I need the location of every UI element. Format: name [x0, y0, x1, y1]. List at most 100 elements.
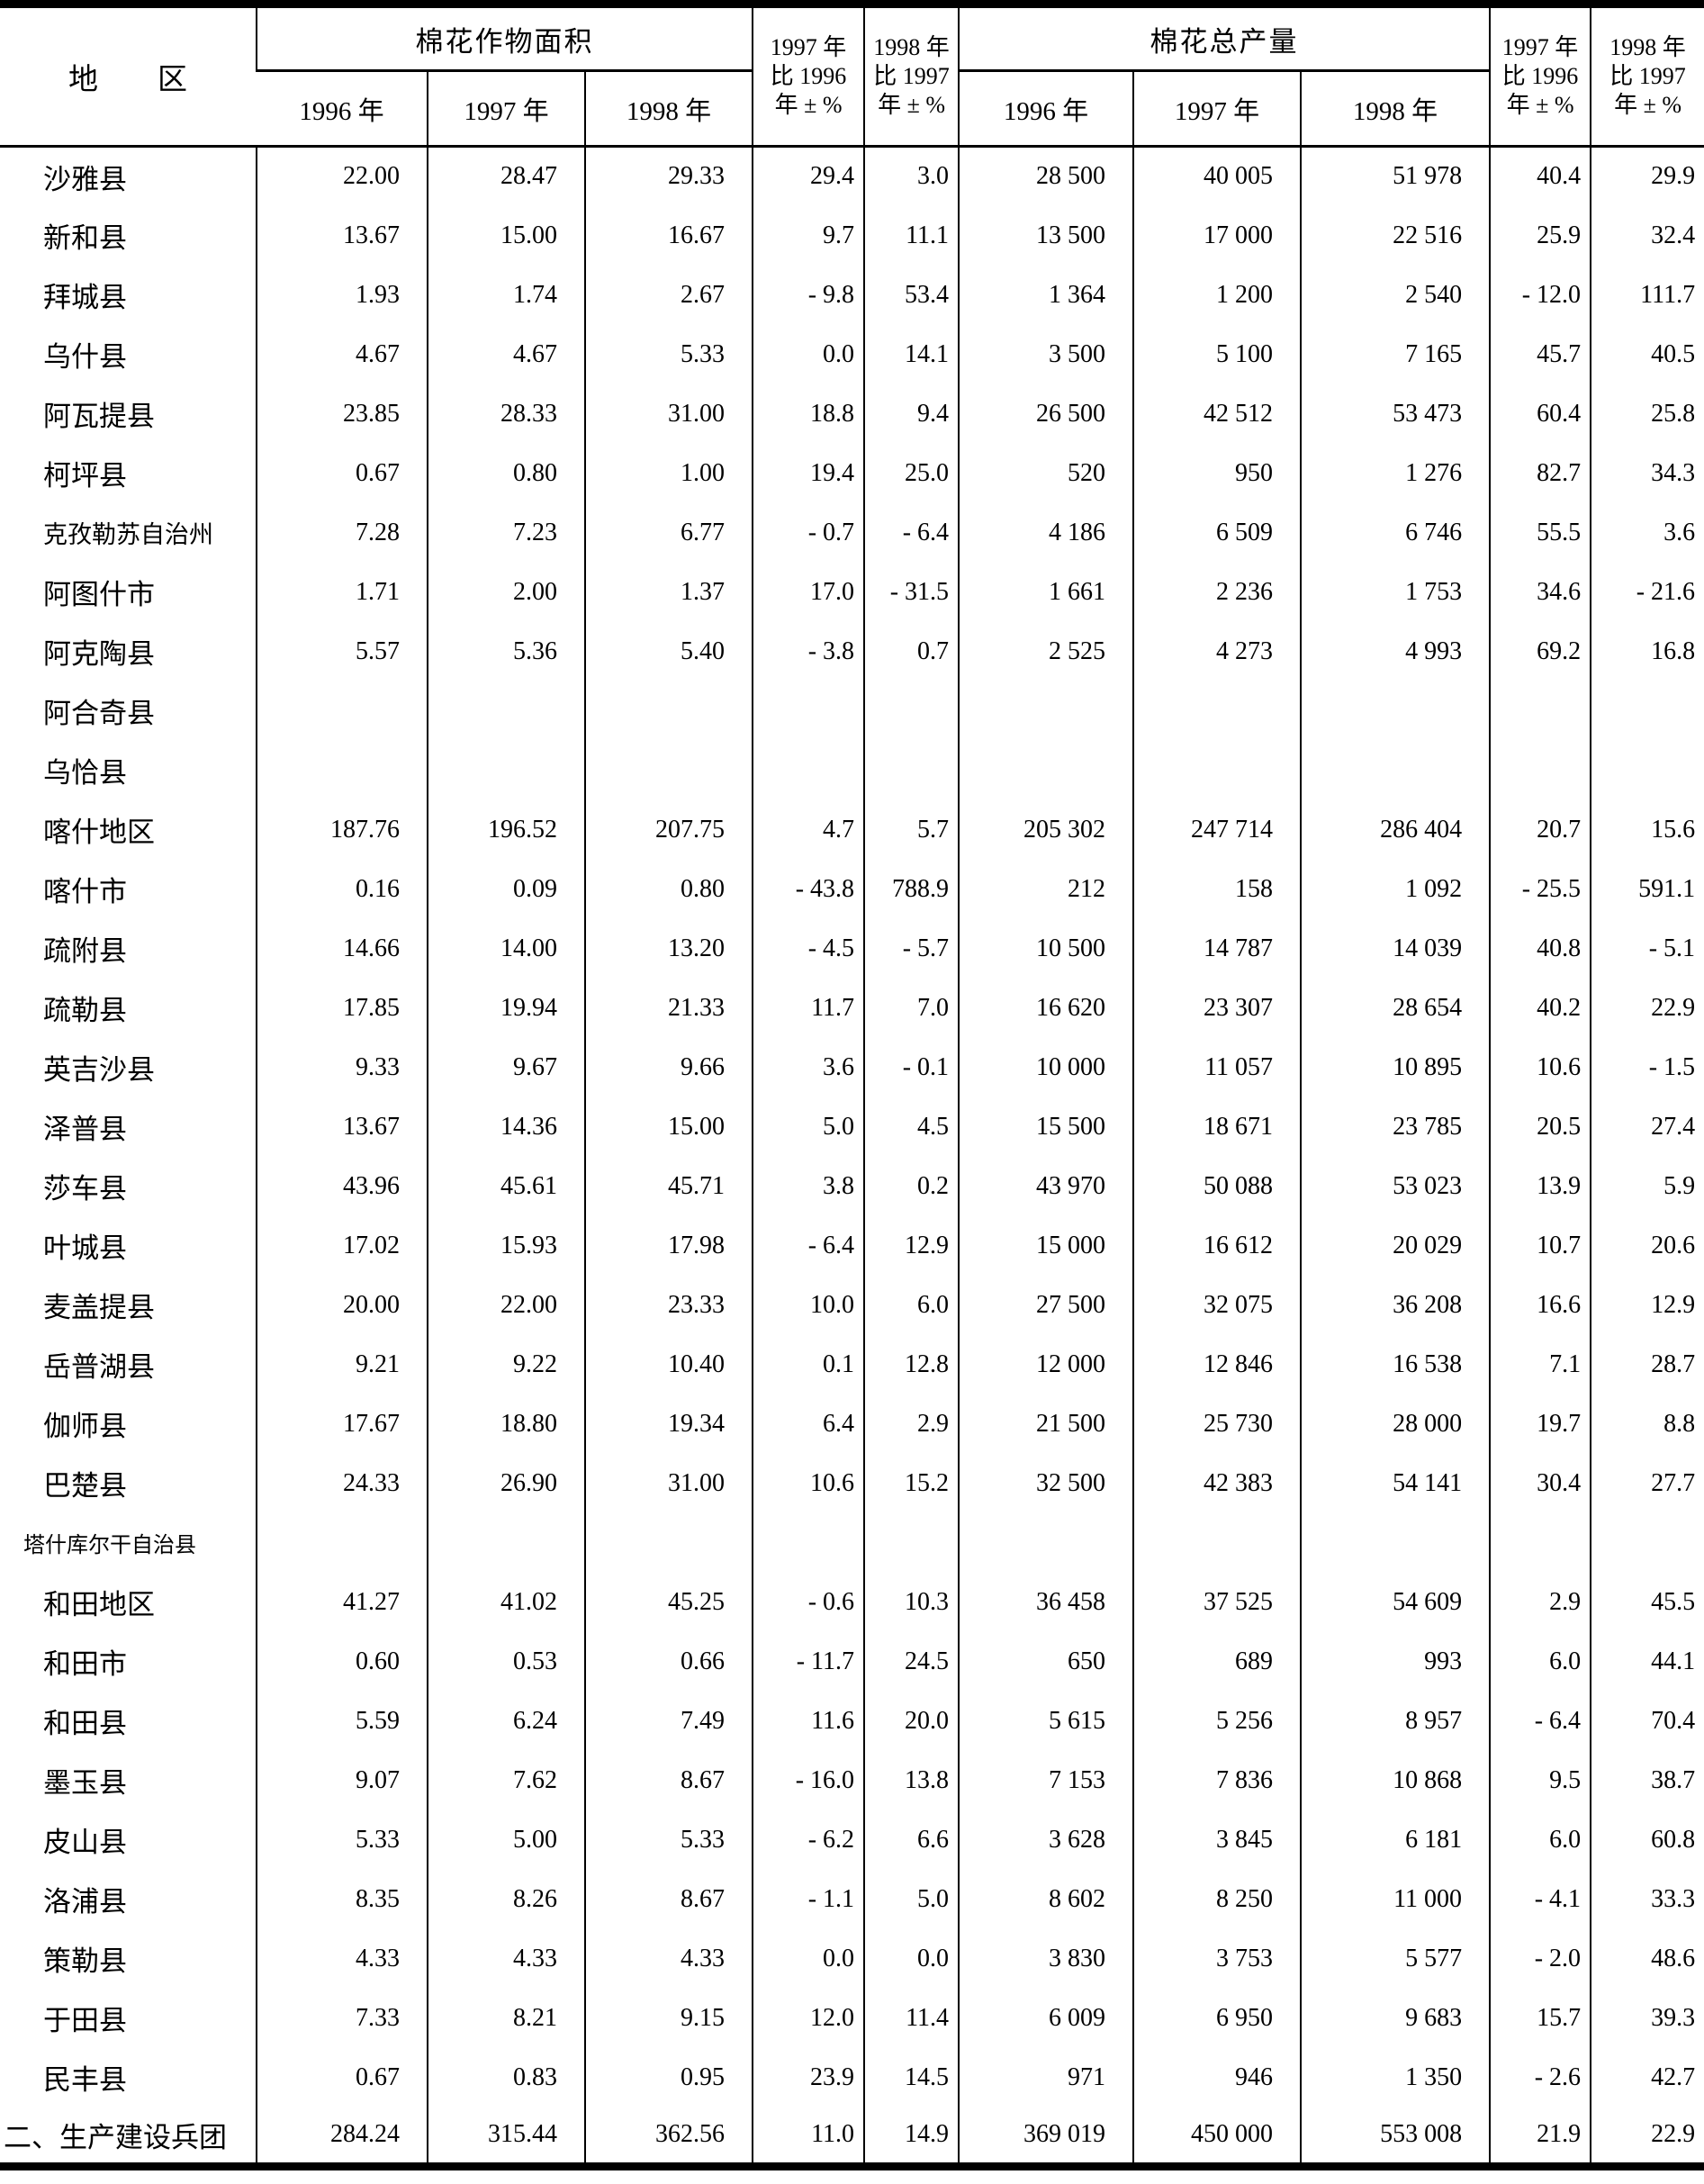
value-cell: 17.98 [583, 1215, 753, 1276]
value-cell: 14.1 [863, 324, 960, 384]
value-cell: 31.00 [583, 384, 753, 444]
value-cell: 34.6 [1489, 562, 1591, 622]
value-cell: 15.00 [583, 1097, 753, 1157]
value-cell: - 6.4 [752, 1215, 865, 1276]
value-cell: 22 516 [1300, 205, 1491, 266]
value-cell: 591.1 [1590, 859, 1704, 919]
value-cell: 9.07 [256, 1750, 428, 1810]
value-cell: 5.59 [256, 1691, 428, 1751]
value-cell: 28.7 [1590, 1334, 1704, 1394]
value-cell: 25.0 [863, 443, 960, 503]
area-year-1996-header: 1996 年 [257, 70, 428, 148]
value-cell: 13.8 [863, 1750, 960, 1810]
value-cell: 5 577 [1300, 1928, 1491, 1989]
value-cell: 10 868 [1300, 1750, 1491, 1810]
value-cell: 2.00 [427, 562, 585, 622]
value-cell [1590, 740, 1704, 800]
value-cell: 450 000 [1132, 2107, 1302, 2167]
value-cell: 55.5 [1489, 502, 1591, 563]
value-cell: 14 039 [1300, 918, 1491, 979]
table-row: 新和县 13.67 15.00 16.67 9.7 11.1 13 500 17 000 22 … [0, 205, 1704, 266]
value-cell: 28 500 [958, 146, 1134, 206]
value-cell: 3 830 [958, 1928, 1134, 1989]
value-cell: 11 057 [1132, 1037, 1302, 1097]
value-cell: 5 615 [958, 1691, 1134, 1751]
value-cell: 6 950 [1132, 1988, 1302, 2048]
value-cell [583, 1512, 753, 1573]
value-cell: 22.9 [1590, 978, 1704, 1038]
value-cell: 25.9 [1489, 205, 1591, 266]
region-cell: 民丰县 [43, 2064, 127, 2096]
value-cell: - 2.6 [1489, 2047, 1591, 2107]
region-cell: 乌恰县 [43, 757, 127, 789]
table-row: 墨玉县 9.07 7.62 8.67- 16.0 13.8 7 153 7 836 10 86… [0, 1750, 1704, 1810]
table-row: 阿图什市 1.71 2.00 1.37 17.0- 31.5 1 661 2 236 1 75… [0, 562, 1704, 622]
value-cell: 2 540 [1300, 265, 1491, 325]
production-pct-1998-1997-header: 1998 年 比 1997 年 ± % [1590, 4, 1704, 148]
value-cell: 40.5 [1590, 324, 1704, 384]
value-cell: 1 364 [958, 265, 1134, 325]
value-cell: 3.6 [752, 1037, 865, 1097]
value-cell: 16 612 [1132, 1215, 1302, 1276]
value-cell: 9.66 [583, 1037, 753, 1097]
value-cell: 20.0 [863, 1691, 960, 1751]
region-cell: 疏附县 [43, 935, 127, 967]
value-cell: 17.85 [256, 978, 428, 1038]
value-cell: 53.4 [863, 265, 960, 325]
value-cell: 11 000 [1300, 1869, 1491, 1929]
value-cell: 20.7 [1489, 799, 1591, 860]
value-cell: 0.95 [583, 2047, 753, 2107]
value-cell: 16 620 [958, 978, 1134, 1038]
value-cell: 14.66 [256, 918, 428, 979]
value-cell: 20.00 [256, 1275, 428, 1335]
value-cell [1132, 740, 1302, 800]
region-cell: 麦盖提县 [43, 1292, 155, 1323]
area-year-1997-header: 1997 年 [427, 70, 585, 148]
value-cell: 22.00 [256, 146, 428, 206]
value-cell: 36 208 [1300, 1275, 1491, 1335]
value-cell: 8.8 [1590, 1394, 1704, 1454]
value-cell: - 11.7 [752, 1631, 865, 1692]
value-cell: - 9.8 [752, 265, 865, 325]
value-cell: 0.66 [583, 1631, 753, 1692]
value-cell: 4.67 [427, 324, 585, 384]
value-cell: 11.1 [863, 205, 960, 266]
region-cell: 沙雅县 [43, 163, 127, 195]
value-cell: 12 846 [1132, 1334, 1302, 1394]
value-cell: 247 714 [1132, 799, 1302, 860]
value-cell: 993 [1300, 1631, 1491, 1692]
value-cell: 7.28 [256, 502, 428, 563]
value-cell: 971 [958, 2047, 1134, 2107]
value-cell: 29.33 [583, 146, 753, 206]
value-cell: 17.02 [256, 1215, 428, 1276]
table-row: 麦盖提县 20.00 22.00 23.33 10.0 6.0 27 500 32 075 36… [0, 1275, 1704, 1335]
region-cell: 策勒县 [43, 1945, 127, 1977]
value-cell: 1 200 [1132, 265, 1302, 325]
value-cell: 54 141 [1300, 1453, 1491, 1513]
value-cell: 1 661 [958, 562, 1134, 622]
region-cell: 塔什库尔干自治县 [23, 1534, 196, 1557]
value-cell [863, 1512, 960, 1573]
value-cell: 43.96 [256, 1156, 428, 1216]
value-cell: 45.71 [583, 1156, 753, 1216]
value-cell: 10.40 [583, 1334, 753, 1394]
value-cell: 4 186 [958, 502, 1134, 563]
area-pct-1998-1997-header: 1998 年 比 1997 年 ± % [863, 4, 960, 148]
value-cell: 5.33 [583, 324, 753, 384]
value-cell: 42 383 [1132, 1453, 1302, 1513]
value-cell: 8 602 [958, 1869, 1134, 1929]
value-cell [752, 681, 865, 741]
value-cell: 0.53 [427, 1631, 585, 1692]
value-cell: 11.7 [752, 978, 865, 1038]
value-cell: 28.47 [427, 146, 585, 206]
value-cell: 15.6 [1590, 799, 1704, 860]
region-cell: 二、生产建设兵团 [4, 2121, 227, 2153]
region-cell: 新和县 [43, 222, 127, 254]
value-cell: - 4.1 [1489, 1869, 1591, 1929]
production-year-1998-header: 1998 年 [1300, 70, 1491, 148]
value-cell: 53 023 [1300, 1156, 1491, 1216]
value-cell: 44.1 [1590, 1631, 1704, 1692]
value-cell: 10 500 [958, 918, 1134, 979]
table-row: 阿合奇县 [0, 681, 1704, 741]
